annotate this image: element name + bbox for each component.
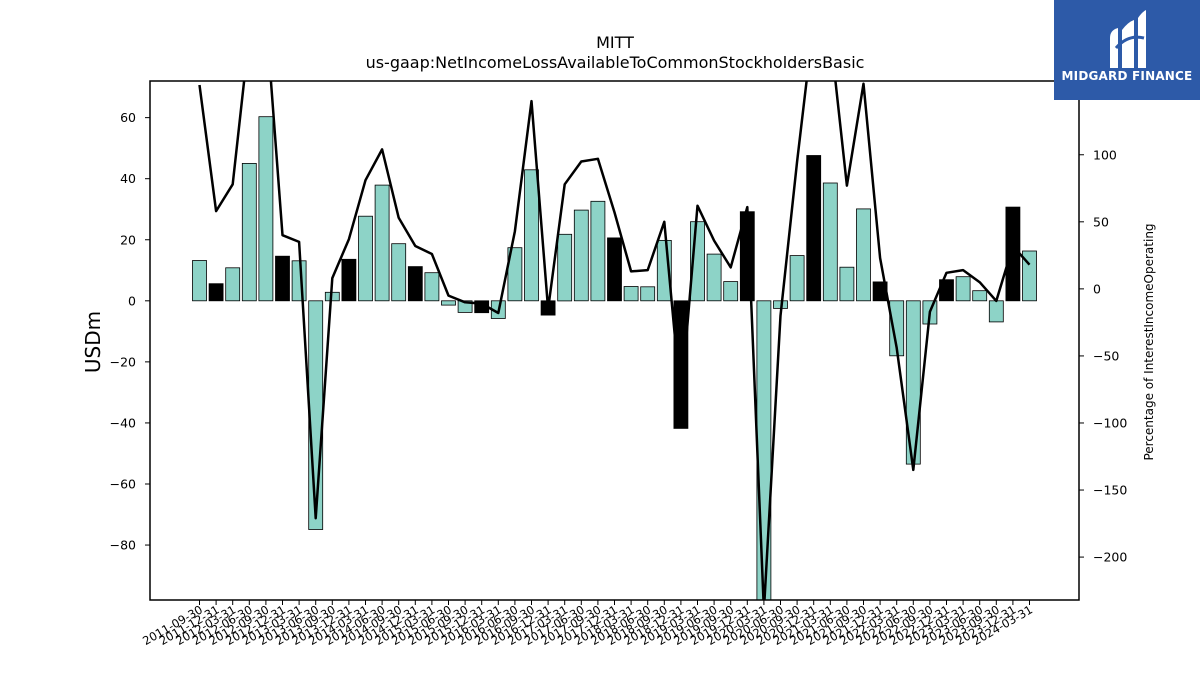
chart-subtitle: us-gaap:NetIncomeLossAvailableToCommonSt… (366, 53, 865, 72)
bar-2018-12-31 (673, 300, 689, 429)
bar-2018-03-31 (623, 286, 639, 302)
bar-2012-03-31 (225, 267, 241, 302)
bar-2014-12-31 (407, 266, 423, 302)
chart-title: MITT (596, 33, 634, 52)
y-tick-label: 60 (120, 110, 136, 125)
bar-2012-06-30 (241, 162, 257, 302)
y-tick-label: −80 (110, 538, 136, 553)
y2-tick-label: −100 (1093, 415, 1127, 430)
y2-axis-ticks: −200 −150 −100 −50 0 50 100 (1079, 147, 1127, 565)
y2-tick-label: 50 (1093, 214, 1109, 229)
bar-2019-06-30 (706, 253, 722, 302)
y2-tick-label: −150 (1093, 483, 1127, 498)
midgard-finance-logo-icon (1110, 10, 1146, 68)
bar-2023-09-30 (988, 300, 1004, 323)
bar-2017-09-30 (590, 200, 606, 302)
bar-2014-06-30 (374, 184, 390, 302)
bar-2020-03-31 (756, 300, 772, 600)
interest-income-percentage-line (198, 81, 1031, 600)
y-axis-label: USDm (81, 311, 105, 373)
bar-2014-09-30 (391, 243, 407, 302)
bar-2016-09-30 (524, 169, 539, 302)
y-tick-label: 0 (128, 293, 136, 308)
y2-tick-label: −200 (1093, 550, 1127, 565)
bar-2012-12-31 (275, 255, 290, 302)
y-axis-ticks: −80 −60 −40 −20 0 20 40 60 (110, 110, 150, 553)
bar-2021-09-30 (856, 208, 871, 302)
bar-2024-03-31 (1022, 250, 1037, 302)
y-tick-label: −60 (110, 476, 136, 491)
bar-2023-12-31 (1005, 206, 1021, 302)
bar-2020-12-31 (806, 155, 822, 302)
logo-text: MIDGARD FINANCE (1061, 69, 1193, 83)
plot-frame (149, 80, 1080, 601)
x-axis-ticks: 2011-09-302011-12-312012-03-312012-06-30… (140, 600, 1035, 648)
bar-2013-06-30 (308, 300, 324, 530)
bar-2011-09-30 (192, 260, 207, 302)
line-series-layer (198, 81, 1031, 600)
y2-axis-label: Percentage of InterestIncomeOperating (1142, 223, 1156, 460)
bar-2013-03-31 (291, 260, 307, 302)
y2-tick-label: 100 (1093, 147, 1117, 162)
y-tick-label: −20 (110, 354, 136, 369)
bar-2013-12-31 (341, 258, 357, 302)
bar-2015-03-31 (424, 272, 440, 302)
bar-2023-06-30 (972, 290, 988, 302)
bar-2021-03-31 (822, 182, 838, 302)
bar-2023-03-31 (955, 276, 971, 302)
midgard-finance-logo: MIDGARD FINANCE (1054, 0, 1200, 100)
bar-2017-12-31 (607, 237, 622, 302)
bar-2018-06-30 (640, 286, 656, 302)
bar-2017-03-31 (557, 233, 573, 302)
bar-2012-09-30 (258, 116, 274, 302)
bar-2017-06-30 (573, 209, 589, 302)
bar-2015-09-30 (457, 300, 473, 313)
y-tick-label: −40 (110, 415, 136, 430)
bar-2020-09-30 (789, 255, 805, 302)
bar-2014-03-31 (358, 215, 373, 302)
y2-tick-label: 0 (1093, 281, 1101, 296)
y-tick-label: 40 (120, 171, 136, 186)
y-tick-label: 20 (120, 232, 136, 247)
bar-series (192, 116, 1037, 600)
bar-2019-09-30 (723, 281, 739, 302)
bar-2015-06-30 (441, 300, 456, 306)
y2-tick-label: −50 (1093, 348, 1119, 363)
bar-2021-06-30 (839, 266, 855, 302)
bar-2011-12-31 (208, 283, 224, 302)
bar-2016-06-30 (507, 247, 523, 302)
